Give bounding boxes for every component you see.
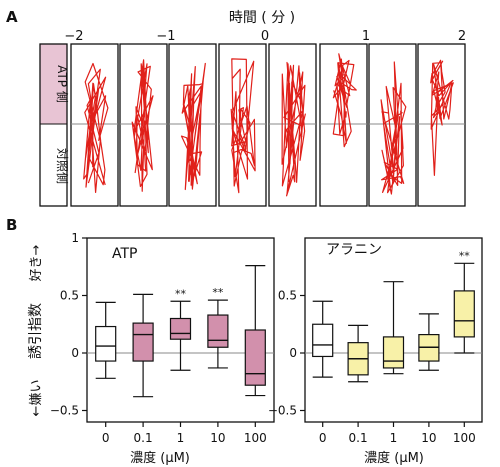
x-tick-label: 1	[177, 431, 185, 445]
x-tick-label: 10	[210, 431, 225, 445]
row-label-box	[39, 43, 68, 207]
trajectory-trace	[281, 61, 306, 197]
box-alanine-0.1	[347, 324, 369, 383]
trajectory-frame	[218, 43, 267, 207]
trajectory-frame	[168, 43, 217, 207]
trajectory-trace	[230, 58, 256, 194]
time-tick-label: 2	[458, 29, 466, 44]
chart-title: アラニン	[326, 242, 382, 258]
box-atp-100	[244, 265, 266, 397]
atp-side-highlight	[40, 44, 67, 124]
significance-marker: **	[459, 249, 471, 262]
trajectory-frame	[368, 43, 417, 207]
box-alanine-100: **	[453, 249, 475, 354]
time-tick-label: 1	[362, 29, 370, 44]
box-atp-0	[95, 301, 117, 379]
significance-marker: **	[212, 286, 224, 299]
x-tick-label: 0.1	[134, 431, 153, 445]
trajectory-frame	[268, 43, 317, 207]
y-tick-label: 0.5	[278, 289, 297, 303]
trajectory-frame	[319, 43, 368, 207]
iqr-box	[453, 290, 475, 338]
box-atp-0.1	[132, 293, 154, 398]
x-tick-label: 0	[102, 431, 110, 445]
time-tick-label: 0	[261, 29, 269, 44]
y-tick-label: 0	[289, 346, 297, 360]
x-tick-label: 0	[319, 431, 327, 445]
x-tick-label: 10	[421, 431, 436, 445]
atp-side-label: ATP 側	[55, 65, 69, 103]
trajectory-frame	[417, 43, 466, 207]
trajectory-trace	[332, 53, 357, 148]
box-alanine-0	[312, 300, 334, 378]
alanine-boxplot: アラニン −0.5 0 0.5 0 0.1 1 10 100 **	[268, 237, 483, 445]
box-atp-1: **	[169, 287, 192, 371]
panel-b-label: B	[6, 216, 17, 234]
y-tick-label: 0.5	[60, 289, 79, 303]
iqr-box	[382, 336, 405, 369]
trajectory-trace	[430, 59, 454, 176]
iqr-box	[169, 317, 192, 340]
x-tick-label: 0.1	[349, 431, 368, 445]
x-tick-label: 100	[244, 431, 267, 445]
y-axis-bad-label: ←嫌い	[29, 380, 44, 417]
iqr-box	[132, 322, 154, 362]
y-tick-label: −0.5	[50, 404, 79, 418]
iqr-box	[95, 325, 117, 362]
box-alanine-1	[382, 281, 405, 375]
atp-x-axis-title: 濃度 (μM)	[130, 450, 190, 466]
iqr-box	[244, 329, 266, 386]
time-tick-labels: −2 −1 0 1 2	[64, 29, 466, 44]
box-alanine-10	[418, 313, 440, 371]
iqr-box	[312, 323, 334, 358]
iqr-box	[207, 314, 229, 348]
trajectory-frame	[70, 43, 119, 207]
significance-marker: **	[175, 287, 187, 300]
y-tick-label: −0.5	[268, 404, 297, 418]
y-axis-good-label: 好き→	[29, 244, 44, 281]
trajectory-trace	[180, 62, 206, 191]
chart-title: ATP	[112, 246, 137, 262]
trajectory-frame	[119, 43, 168, 207]
x-tick-label: 100	[453, 431, 476, 445]
control-side-label: 対照側	[55, 148, 69, 184]
x-tick-label: 1	[390, 431, 398, 445]
y-axis-title: 誘引指数	[28, 303, 44, 359]
y-tick-label: 1	[71, 231, 79, 245]
time-tick-label: −2	[64, 29, 83, 44]
trajectory-trace	[131, 59, 154, 192]
box-atp-10: **	[207, 286, 229, 369]
panel-a-label: A	[6, 8, 18, 26]
trajectory-trace	[380, 61, 407, 195]
trajectory-trace	[83, 62, 109, 193]
trajectory-frames	[70, 43, 466, 207]
atp-boxplot: ATP−0.500.510 0.1 1 10 100** **	[50, 231, 275, 445]
y-tick-label: 0	[71, 346, 79, 360]
time-axis-title: 時間 ( 分 )	[229, 10, 295, 26]
time-tick-label: −1	[156, 29, 175, 44]
alanine-x-axis-title: 濃度 (μM)	[364, 450, 424, 466]
